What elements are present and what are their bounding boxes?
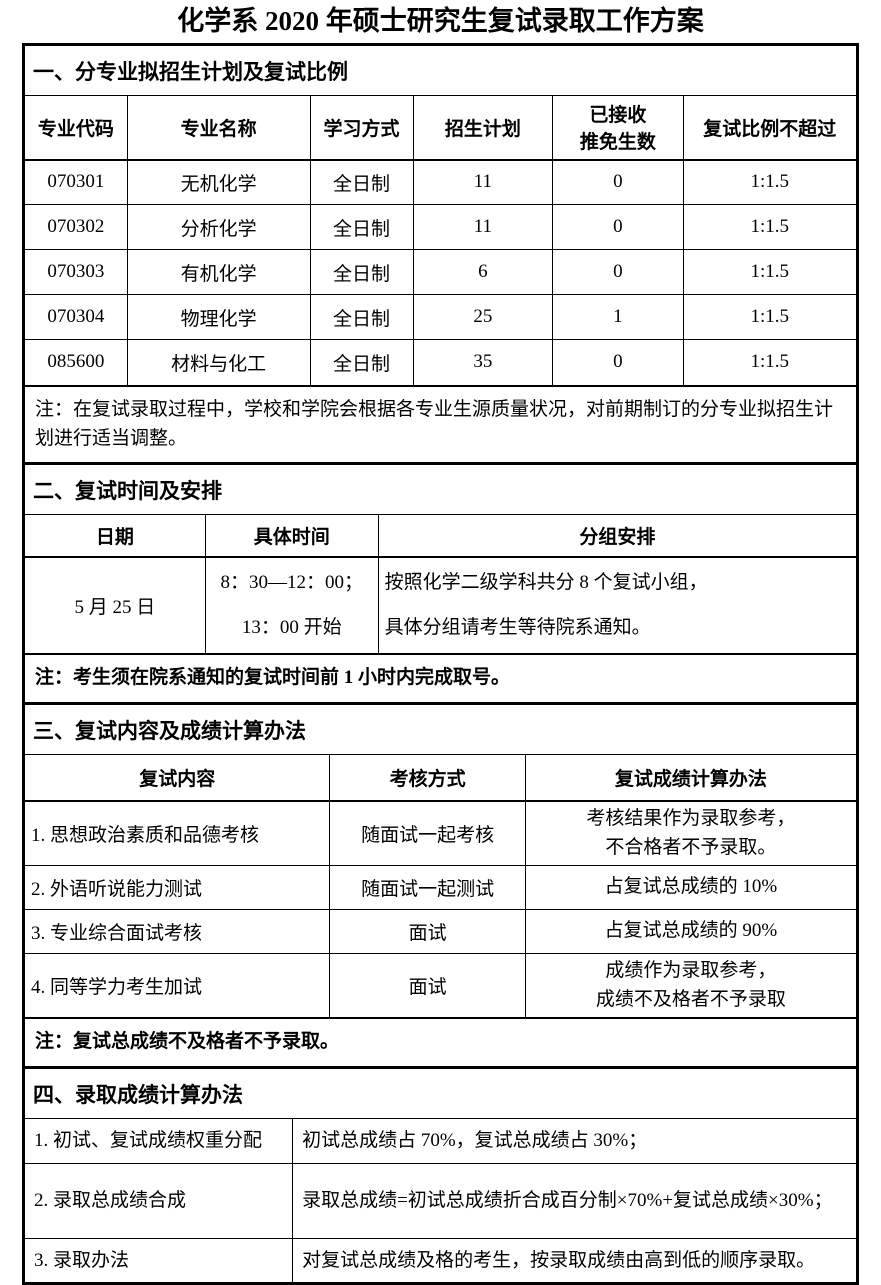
interview-item: 1. 思想政治素质和品德考核: [25, 800, 331, 867]
table-row: 070301 无机化学 全日制 11 0 1:1.5: [25, 159, 856, 205]
table-row: 070304 物理化学 全日制 25 1 1:1.5: [25, 294, 856, 340]
major-code: 070302: [25, 204, 128, 250]
enrollment-plan-table: 专业代码 专业名称 学习方式 招生计划 已接收 推免生数 复试比例不超过 070…: [25, 95, 856, 385]
table-row: 085600 材料与化工 全日制 35 0 1:1.5: [25, 339, 856, 385]
section3-heading: 三、复试内容及成绩计算办法: [33, 718, 306, 743]
table-row: 070303 有机化学 全日制 6 0 1:1.5: [25, 249, 856, 295]
section1-note: 注：在复试录取过程中，学校和学院会根据各专业生源质量状况，对前期制订的分专业拟招…: [25, 384, 856, 463]
study-mode: 全日制: [309, 294, 414, 340]
plan-count: 11: [412, 204, 554, 250]
ratio-value: 1:1.5: [682, 204, 856, 250]
rule-value: 录取总成绩=初试总成绩折合成百分制×70%+复试总成绩×30%；: [292, 1162, 856, 1239]
interview-item: 3. 专业综合面试考核: [25, 909, 331, 955]
ratio-value: 1:1.5: [682, 339, 856, 385]
schedule-date: 5 月 25 日: [25, 556, 206, 654]
plan-count: 6: [412, 249, 554, 295]
section2-heading: 二、复试时间及安排: [33, 479, 222, 504]
plan-count: 25: [412, 294, 554, 340]
score-calc: 考核结果作为录取参考， 不合格者不予录取。: [524, 800, 856, 867]
major-name: 物理化学: [126, 294, 311, 340]
assess-method: 面试: [329, 953, 526, 1018]
col-header-major-code: 专业代码: [25, 95, 128, 161]
major-name: 有机化学: [126, 249, 311, 295]
rule-label: 1. 初试、复试成绩权重分配: [25, 1117, 294, 1164]
table-row: 070302 分析化学 全日制 11 0 1:1.5: [25, 204, 856, 250]
ratio-value: 1:1.5: [682, 249, 856, 295]
study-mode: 全日制: [309, 249, 414, 295]
major-code: 070304: [25, 294, 128, 340]
major-name: 材料与化工: [126, 339, 311, 385]
section-interview-content: 三、复试内容及成绩计算办法 复试内容 考核方式 复试成绩计算办法 1. 思想政治…: [25, 701, 856, 1066]
col-header-date: 日期: [25, 514, 206, 558]
admission-score-table: 1. 初试、复试成绩权重分配 初试总成绩占 70%，复试总成绩占 30%； 2.…: [25, 1117, 856, 1283]
schedule-table: 日期 具体时间 分组安排 5 月 25 日 8：30—12：00； 13：00 …: [25, 514, 856, 654]
col-header-time: 具体时间: [204, 514, 379, 558]
col-header-content: 复试内容: [25, 753, 331, 803]
col-header-grouping: 分组安排: [377, 514, 856, 558]
rule-label: 3. 录取办法: [25, 1237, 294, 1283]
col-header-study-mode: 学习方式: [309, 95, 414, 161]
table-row: 4. 同等学力考生加试 面试 成绩作为录取参考， 成绩不及格者不予录取: [25, 953, 856, 1018]
section2-note: 注：考生须在院系通知的复试时间前 1 小时内完成取号。: [25, 653, 856, 701]
study-mode: 全日制: [309, 204, 414, 250]
score-calc: 成绩作为录取参考， 成绩不及格者不予录取: [524, 953, 856, 1018]
major-name: 无机化学: [126, 159, 311, 205]
section-admission-score: 四、录取成绩计算办法 1. 初试、复试成绩权重分配 初试总成绩占 70%，复试总…: [25, 1065, 856, 1283]
plan-count: 35: [412, 339, 554, 385]
interview-item: 2. 外语听说能力测试: [25, 865, 331, 911]
table-row: 3. 专业综合面试考核 面试 占复试总成绩的 90%: [25, 909, 856, 955]
table-row: 2. 外语听说能力测试 随面试一起测试 占复试总成绩的 10%: [25, 865, 856, 911]
ratio-value: 1:1.5: [682, 159, 856, 205]
document-title: 化学系 2020 年硕士研究生复试录取工作方案: [177, 6, 704, 36]
table-row: 1. 思想政治素质和品德考核 随面试一起考核 考核结果作为录取参考， 不合格者不…: [25, 800, 856, 867]
section-enrollment-plan: 一、分专业拟招生计划及复试比例 专业代码 专业名称 学习方式 招生计划 已接收 …: [25, 46, 856, 463]
interview-item: 4. 同等学力考生加试: [25, 953, 331, 1018]
exempt-count: 1: [552, 294, 684, 340]
rule-value: 初试总成绩占 70%，复试总成绩占 30%；: [292, 1117, 856, 1164]
schedule-grouping: 按照化学二级学科共分 8 个复试小组， 具体分组请考生等待院系通知。: [377, 556, 856, 654]
col-header-ratio: 复试比例不超过: [682, 95, 856, 161]
rule-value: 对复试总成绩及格的考生，按录取成绩由高到低的顺序录取。: [292, 1237, 856, 1283]
col-header-method: 考核方式: [329, 753, 526, 803]
exempt-count: 0: [552, 249, 684, 295]
col-header-major-name: 专业名称: [126, 95, 311, 161]
rule-label: 2. 录取总成绩合成: [25, 1162, 294, 1239]
col-header-calc: 复试成绩计算办法: [524, 753, 856, 803]
table-row: 3. 录取办法 对复试总成绩及格的考生，按录取成绩由高到低的顺序录取。: [25, 1237, 856, 1283]
major-code: 085600: [25, 339, 128, 385]
study-mode: 全日制: [309, 339, 414, 385]
exempt-count: 0: [552, 339, 684, 385]
study-mode: 全日制: [309, 159, 414, 205]
table-row: 5 月 25 日 8：30—12：00； 13：00 开始 按照化学二级学科共分…: [25, 556, 856, 654]
ratio-value: 1:1.5: [682, 294, 856, 340]
assess-method: 面试: [329, 909, 526, 955]
col-header-plan: 招生计划: [412, 95, 554, 161]
section1-heading: 一、分专业拟招生计划及复试比例: [33, 60, 348, 84]
assess-method: 随面试一起测试: [329, 865, 526, 911]
section3-note: 注：复试总成绩不及格者不予录取。: [25, 1017, 856, 1065]
section-schedule: 二、复试时间及安排 日期 具体时间 分组安排 5 月 25 日 8：30—12：…: [25, 462, 856, 702]
score-calc: 占复试总成绩的 10%: [524, 865, 856, 911]
document-page: 化学系 2020 年硕士研究生复试录取工作方案 一、分专业拟招生计划及复试比例 …: [22, 6, 859, 1285]
interview-content-table: 复试内容 考核方式 复试成绩计算办法 1. 思想政治素质和品德考核 随面试一起考…: [25, 753, 856, 1018]
exempt-count: 0: [552, 204, 684, 250]
exempt-count: 0: [552, 159, 684, 205]
assess-method: 随面试一起考核: [329, 800, 526, 867]
table-row: 1. 初试、复试成绩权重分配 初试总成绩占 70%，复试总成绩占 30%；: [25, 1117, 856, 1164]
section4-heading: 四、录取成绩计算办法: [33, 1082, 243, 1107]
document-frame: 一、分专业拟招生计划及复试比例 专业代码 专业名称 学习方式 招生计划 已接收 …: [22, 43, 859, 1285]
table-row: 2. 录取总成绩合成 录取总成绩=初试总成绩折合成百分制×70%+复试总成绩×3…: [25, 1162, 856, 1239]
major-name: 分析化学: [126, 204, 311, 250]
score-calc: 占复试总成绩的 90%: [524, 909, 856, 955]
major-code: 070301: [25, 159, 128, 205]
col-header-exempt: 已接收 推免生数: [552, 95, 684, 161]
schedule-time: 8：30—12：00； 13：00 开始: [204, 556, 379, 654]
table-header-row: 专业代码 专业名称 学习方式 招生计划 已接收 推免生数 复试比例不超过: [25, 95, 856, 161]
table-header-row: 日期 具体时间 分组安排: [25, 514, 856, 558]
major-code: 070303: [25, 249, 128, 295]
plan-count: 11: [412, 159, 554, 205]
table-header-row: 复试内容 考核方式 复试成绩计算办法: [25, 753, 856, 803]
